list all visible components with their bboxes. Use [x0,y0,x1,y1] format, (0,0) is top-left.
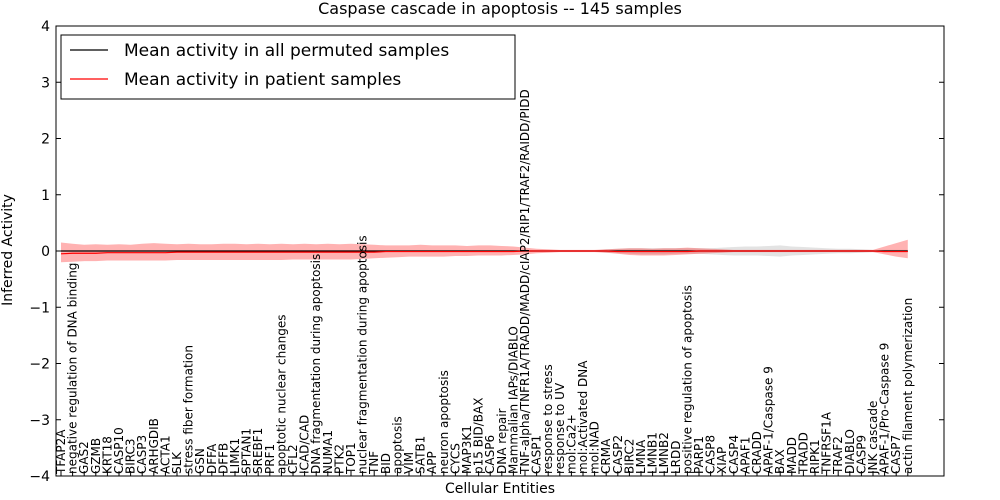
y-tick-label: −4 [29,469,50,485]
x-tick-label: PRF1 [263,444,277,474]
x-tick-label: CASP7 [889,435,903,474]
y-tick-label: 0 [41,244,50,260]
x-tick-label: DFFB [216,443,230,474]
x-tick-label: CFL2 [286,444,300,474]
x-tick-label: CRMA [599,438,613,474]
x-tick-label: CASP6 [483,435,497,474]
x-tick-label: VIM [402,452,416,474]
x-tick-label: p15 BID/BAX [472,398,486,474]
x-tick-label: ARHGDIB [147,418,161,474]
x-tick-label: response to stress [541,364,555,474]
x-tick-label: LMNB1 [646,432,660,474]
x-tick-label: DNA repair [495,408,509,474]
x-tick-label: ACTA1 [158,435,172,474]
x-tick-label: TNF [367,451,381,475]
x-tick-label: CASP10 [112,427,126,474]
line-series-2 [60,250,908,255]
x-tick-label: mol:Ca2+ [564,414,578,474]
x-tick-label: BID [379,453,393,474]
x-tick-label: DNA fragmentation during apoptosis [309,254,323,474]
legend-label-series-1: Mean activity in all permuted samples [124,41,449,61]
x-tick-label: CASP3 [135,435,149,474]
x-tick-label: stress fiber formation [182,345,196,474]
x-tick-label: TNFRSF1A [820,411,834,475]
x-tick-label: TOP1 [344,442,358,475]
x-tick-label: APAF-1/Pro-Caspase 9 [878,343,892,474]
x-tick-label: TNF-alpha/TNFR1A/TRADD/MADD/cIAP2/RIP1/T… [518,89,532,475]
x-tick-label: CRADD [750,431,764,474]
x-tick-label: CASP8 [704,435,718,474]
x-tick-label: LRDD [669,440,683,474]
x-tick-label: GZMB [89,438,103,474]
x-tick-label: TRADD [796,432,810,475]
x-tick-label: BIRC2 [622,438,636,474]
x-tick-label: actin filament polymerization [901,298,915,474]
x-tick-label: CASP1 [530,435,544,474]
x-tick-label: DIABLO [843,429,857,474]
x-tick-label: GAS2 [77,441,91,474]
x-tick-label: MAP3K1 [460,425,474,474]
x-tick-label: GSN [193,448,207,474]
x-tick-label: SATB1 [414,436,428,474]
legend-frame [60,34,516,100]
x-tick-label: CYCS [448,443,462,474]
x-tick-label: mol:Activated DNA [576,360,590,474]
x-tick-label: response to UV [553,382,567,474]
x-tick-label: SPTAN1 [240,428,254,474]
x-tick-label: CASP9 [854,435,868,474]
x-tick-label: APAF-1/Caspase 9 [762,366,776,474]
x-tick-label: PTK2 [332,444,346,474]
y-tick-label: 4 [41,19,50,35]
y-tick-label: 1 [41,188,50,204]
x-tick-label: LMNA [634,439,648,474]
x-tick-label: positive regulation of apoptosis [680,285,694,474]
x-tick-label: ICAD/CAD [298,415,312,474]
x-axis-label: Cellular Entities [445,481,555,497]
x-tick-label: RIPK1 [808,439,822,474]
y-tick-label: −2 [29,357,50,373]
y-tick-label: −3 [29,413,50,429]
x-tick-label: nuclear fragmentation during apoptosis [356,235,370,474]
x-tick-label: apoptotic nuclear changes [274,315,288,474]
x-tick-label: Mammalian IAPs/DIABLO [506,326,520,474]
x-tick-label: CASP4 [727,435,741,474]
x-tick-label: TRAF2 [831,436,845,475]
x-tick-label: XIAP [715,447,729,474]
x-tick-label: APAF1 [738,437,752,474]
x-tick-label: SREBF1 [251,428,265,474]
legend: Mean activity in all permuted samples Mea… [60,34,516,100]
x-tick-label: LIMK1 [228,438,242,474]
y-axis-label: Inferred Activity [0,194,16,306]
legend-label-series-2: Mean activity in patient samples [124,70,401,90]
plot-frame [55,25,945,477]
x-tick-label: mol:NAD [588,421,602,474]
x-tick-label: TFAP2A [54,429,68,475]
y-tick-label: −1 [29,300,50,316]
x-tick-label: APP [425,451,439,474]
x-tick-label: MADD [785,437,799,474]
x-tick-label: apoptosis [390,416,404,474]
x-tick-label: NUMA1 [321,430,335,474]
y-tick-label: 3 [41,75,50,91]
x-tick-label: SLK [170,451,184,474]
y-tick-label: 2 [41,132,50,148]
x-tick-label: KRT18 [100,436,114,474]
x-tick-label: neuron apoptosis [437,370,451,474]
x-tick-label: CASP2 [611,435,625,474]
x-tick-label: JNK cascade [866,401,880,475]
x-tick-label: LMNB2 [657,432,671,474]
x-tick-label: PARP1 [692,436,706,474]
chart-title: Caspase cascade in apoptosis -- 145 samp… [318,0,682,18]
x-tick-label: negative regulation of DNA binding [66,263,80,474]
x-tick-label: BIRC3 [124,438,138,474]
x-tick-label: BAX [773,449,787,474]
x-tick-label: DFFA [205,443,219,474]
